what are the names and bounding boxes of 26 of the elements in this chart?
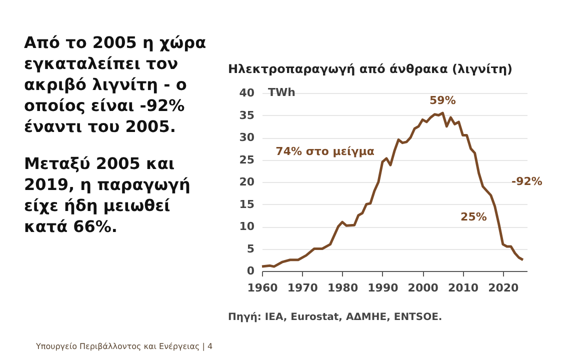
x-tick-label: 1960: [247, 282, 278, 294]
annotation: 59%: [430, 94, 456, 108]
text: Υπουργείο Περιβάλλοντος και Ενέργειας | 4: [35, 342, 213, 351]
text: Μεταξύ 2005 και 2019, η παραγωγή είχε ήδη μειωθεί κατά 66%.: [24, 154, 190, 236]
x-tick-label: 2000: [408, 282, 439, 294]
y-tick-label: 30: [239, 131, 255, 144]
x-tick-label: 2020: [488, 282, 520, 294]
x-tick-label: 1970: [287, 282, 318, 294]
x-tick-label: 1980: [327, 282, 358, 294]
text: Πηγή: IEA, Eurostat, ΑΔΜΗΕ, ENTSOE.: [228, 312, 442, 323]
chart-title: Ηλεκτροπαραγωγή από άνθρακα (λιγνίτη): [228, 62, 512, 76]
annotation: 25%: [460, 210, 487, 224]
y-tick-label: 15: [239, 198, 254, 211]
x-tick-label: 1990: [368, 282, 399, 294]
y-tick-label: 20: [239, 176, 255, 188]
y-tick-label: 10: [239, 220, 255, 233]
annotation: 74% στο μείγμα: [276, 144, 375, 158]
y-tick-label: 35: [239, 108, 254, 122]
y-tick-label: 40: [239, 86, 255, 100]
x-tick-label: 2010: [448, 282, 479, 294]
text: Από το 2005 η χώρα εγκαταλείπει τον ακριβό λιγνίτη - ο οποίος είναι -92% έναντι του 2005.: [24, 33, 206, 136]
annotation: -92%: [512, 175, 542, 188]
y-tick-label: 0: [246, 264, 255, 278]
y-tick-label: 5: [246, 242, 254, 256]
y-tick-label: 25: [239, 153, 254, 166]
y-axis-title: TWh: [268, 86, 296, 99]
